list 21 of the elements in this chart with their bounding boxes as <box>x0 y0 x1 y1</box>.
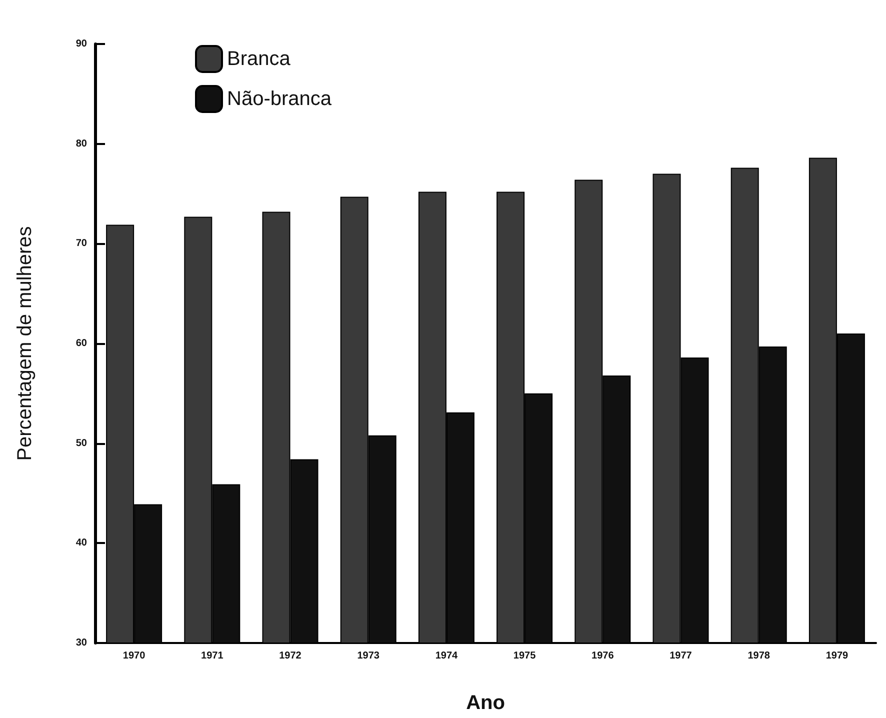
y-axis-title: Percentagem de mulheres <box>14 226 36 461</box>
x-tick-label: 1971 <box>201 650 224 662</box>
y-tick-label: 90 <box>76 38 88 50</box>
y-tick-label: 50 <box>76 438 88 449</box>
y-tick-label: 30 <box>76 638 88 648</box>
y-tick-label: 40 <box>76 538 88 549</box>
y-tick-label: 80 <box>76 138 88 150</box>
x-tick-label: 1970 <box>122 650 146 662</box>
x-tick-label: 1977 <box>670 650 692 662</box>
x-tick-label: 1973 <box>357 650 380 662</box>
x-tick-label: 1979 <box>826 650 849 662</box>
x-tick-label: 1976 <box>592 650 614 662</box>
legend-label: Branca <box>227 48 292 70</box>
x-tick-label: 1978 <box>748 650 770 662</box>
x-axis-title: Ano <box>466 692 505 714</box>
x-tick-label: 1972 <box>279 650 302 662</box>
y-tick-label: 60 <box>76 338 88 349</box>
legend-label: Não-branca <box>227 88 332 110</box>
x-tick-label: 1975 <box>513 650 536 662</box>
x-tick-label: 1974 <box>435 650 458 662</box>
y-tick-label: 70 <box>76 238 88 250</box>
